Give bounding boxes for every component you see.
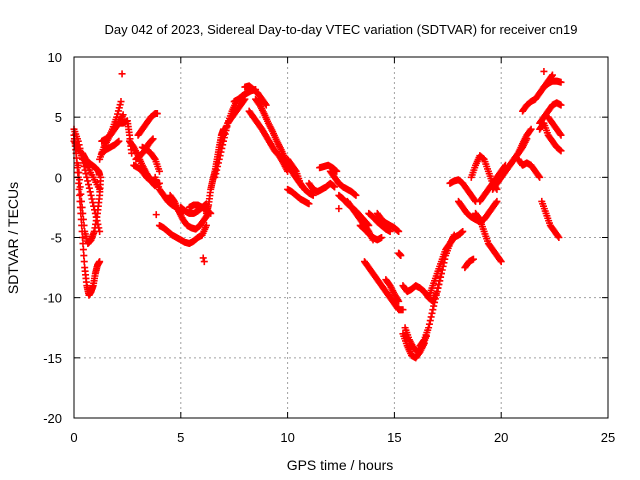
data-point: [96, 258, 104, 266]
y-tick-label: -10: [43, 291, 62, 306]
data-points: [70, 67, 565, 362]
data-point: [214, 163, 222, 171]
data-point: [88, 195, 96, 203]
data-point: [153, 110, 161, 118]
data-point: [217, 148, 225, 156]
data-point: [119, 111, 127, 119]
data-point: [291, 166, 299, 174]
data-point: [155, 167, 163, 175]
data-point: [216, 152, 224, 160]
data-point: [76, 191, 84, 199]
data-point: [96, 171, 104, 179]
data-point: [77, 197, 85, 205]
data-point: [149, 135, 157, 143]
y-tick-label: -15: [43, 351, 62, 366]
data-point: [78, 203, 86, 211]
data-point: [79, 234, 87, 241]
data-point: [148, 136, 156, 144]
data-point: [309, 191, 317, 199]
data-point: [84, 177, 92, 185]
data-point: [80, 252, 88, 260]
data-point: [211, 173, 219, 181]
data-point: [79, 209, 87, 217]
data-point: [212, 170, 220, 178]
data-point: [150, 154, 158, 162]
y-tick-label: -20: [43, 411, 62, 426]
x-tick-label: 15: [387, 430, 401, 445]
x-tick-label: 5: [177, 430, 184, 445]
data-point: [85, 181, 93, 189]
x-tick-label: 20: [494, 430, 508, 445]
x-tick-label: 25: [601, 430, 615, 445]
data-point: [202, 221, 210, 229]
data-point: [284, 167, 292, 175]
data-point: [215, 155, 223, 163]
data-point: [83, 173, 91, 181]
data-point: [80, 258, 88, 266]
data-point: [261, 100, 269, 108]
y-tick-label: -5: [50, 231, 62, 246]
data-point: [87, 191, 95, 199]
y-tick-label: 5: [55, 110, 62, 125]
data-point: [214, 159, 222, 167]
data-point: [79, 215, 87, 223]
data-point: [115, 137, 123, 145]
data-point: [79, 246, 87, 254]
data-point: [117, 98, 125, 106]
chart-title: Day 042 of 2023, Sidereal Day-to-day VTE…: [104, 22, 577, 37]
x-axis-label: GPS time / hours: [287, 457, 394, 473]
y-tick-label: 0: [55, 170, 62, 185]
data-point: [305, 200, 313, 208]
data-point: [85, 184, 93, 192]
data-point: [89, 199, 97, 207]
data-point: [75, 169, 83, 177]
x-tick-label: 10: [280, 430, 294, 445]
data-point: [213, 166, 221, 174]
data-point: [74, 161, 82, 169]
data-point: [262, 101, 270, 109]
data-point: [75, 179, 83, 187]
y-axis-label: SDTVAR / TECUs: [5, 182, 21, 294]
data-point: [80, 221, 88, 229]
grid-lines: [74, 57, 608, 418]
x-tick-label: 0: [70, 430, 77, 445]
data-point: [86, 188, 94, 196]
data-point: [77, 190, 85, 198]
y-tick-label: 10: [48, 50, 62, 65]
data-point: [82, 170, 90, 178]
data-point: [76, 183, 84, 191]
